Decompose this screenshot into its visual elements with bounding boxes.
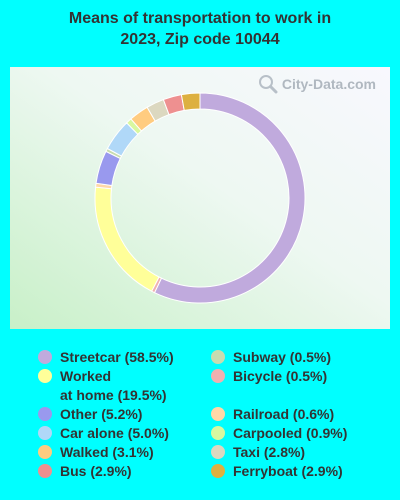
legend-label: Other (5.2%) bbox=[60, 406, 143, 422]
slice-ferryboat bbox=[180, 92, 201, 111]
legend-item: Railroad (0.6%) bbox=[211, 405, 334, 424]
legend-item: Ferryboat (2.9%) bbox=[211, 462, 343, 481]
legend-label: Ferryboat (2.9%) bbox=[233, 463, 343, 479]
chart-panel: City-Data.com bbox=[10, 67, 390, 329]
legend-item: Walked (3.1%) bbox=[38, 443, 154, 462]
chart-title: Means of transportation to work in 2023,… bbox=[0, 8, 400, 50]
slice-streetcar bbox=[153, 92, 306, 304]
slice-worked-at-home bbox=[94, 186, 160, 292]
legend-swatch bbox=[38, 369, 52, 383]
legend-item: Other (5.2%) bbox=[38, 405, 142, 424]
legend-swatch bbox=[38, 445, 52, 459]
legend-item: Taxi (2.8%) bbox=[211, 443, 305, 462]
legend-item: Subway (0.5%) bbox=[211, 348, 331, 367]
chart-title-line1: Means of transportation to work in bbox=[68, 10, 332, 27]
legend-label: Carpooled (0.9%) bbox=[233, 425, 348, 441]
legend-label: Taxi (2.8%) bbox=[233, 444, 306, 460]
legend-label: Streetcar (58.5%) bbox=[60, 349, 174, 365]
legend-swatch bbox=[38, 464, 52, 478]
legend-label: Subway (0.5%) bbox=[233, 349, 332, 365]
legend-item: Streetcar (58.5%) bbox=[38, 348, 174, 367]
legend-swatch bbox=[211, 464, 225, 478]
legend-swatch bbox=[38, 426, 52, 440]
legend-swatch bbox=[211, 407, 225, 421]
legend-label: Car alone (5.0%) bbox=[60, 425, 169, 441]
magnifier-globe-icon bbox=[258, 75, 278, 94]
legend-swatch bbox=[211, 426, 225, 440]
legend-item: Carpooled (0.9%) bbox=[211, 424, 347, 443]
legend-label: Bicycle (0.5%) bbox=[233, 368, 328, 384]
legend-item: Bicycle (0.5%) bbox=[211, 367, 327, 386]
watermark: City-Data.com bbox=[258, 74, 376, 94]
legend-swatch bbox=[211, 350, 225, 364]
watermark-text: City-Data.com bbox=[281, 76, 376, 92]
legend-item: Worked at home (19.5%) bbox=[38, 367, 167, 405]
legend-label: Railroad (0.6%) bbox=[233, 406, 335, 422]
legend-item: Bus (2.9%) bbox=[38, 462, 132, 481]
legend-swatch bbox=[38, 407, 52, 421]
legend-swatch bbox=[38, 350, 52, 364]
chart-title-line2: 2023, Zip code 10044 bbox=[120, 31, 280, 48]
legend-label: Worked at home (19.5%) bbox=[60, 368, 167, 403]
legend-label: Walked (3.1%) bbox=[60, 444, 154, 460]
legend-swatch bbox=[211, 445, 225, 459]
legend-label: Bus (2.9%) bbox=[60, 463, 132, 479]
legend-swatch bbox=[211, 369, 225, 383]
donut-chart bbox=[94, 92, 306, 304]
legend-item: Car alone (5.0%) bbox=[38, 424, 169, 443]
